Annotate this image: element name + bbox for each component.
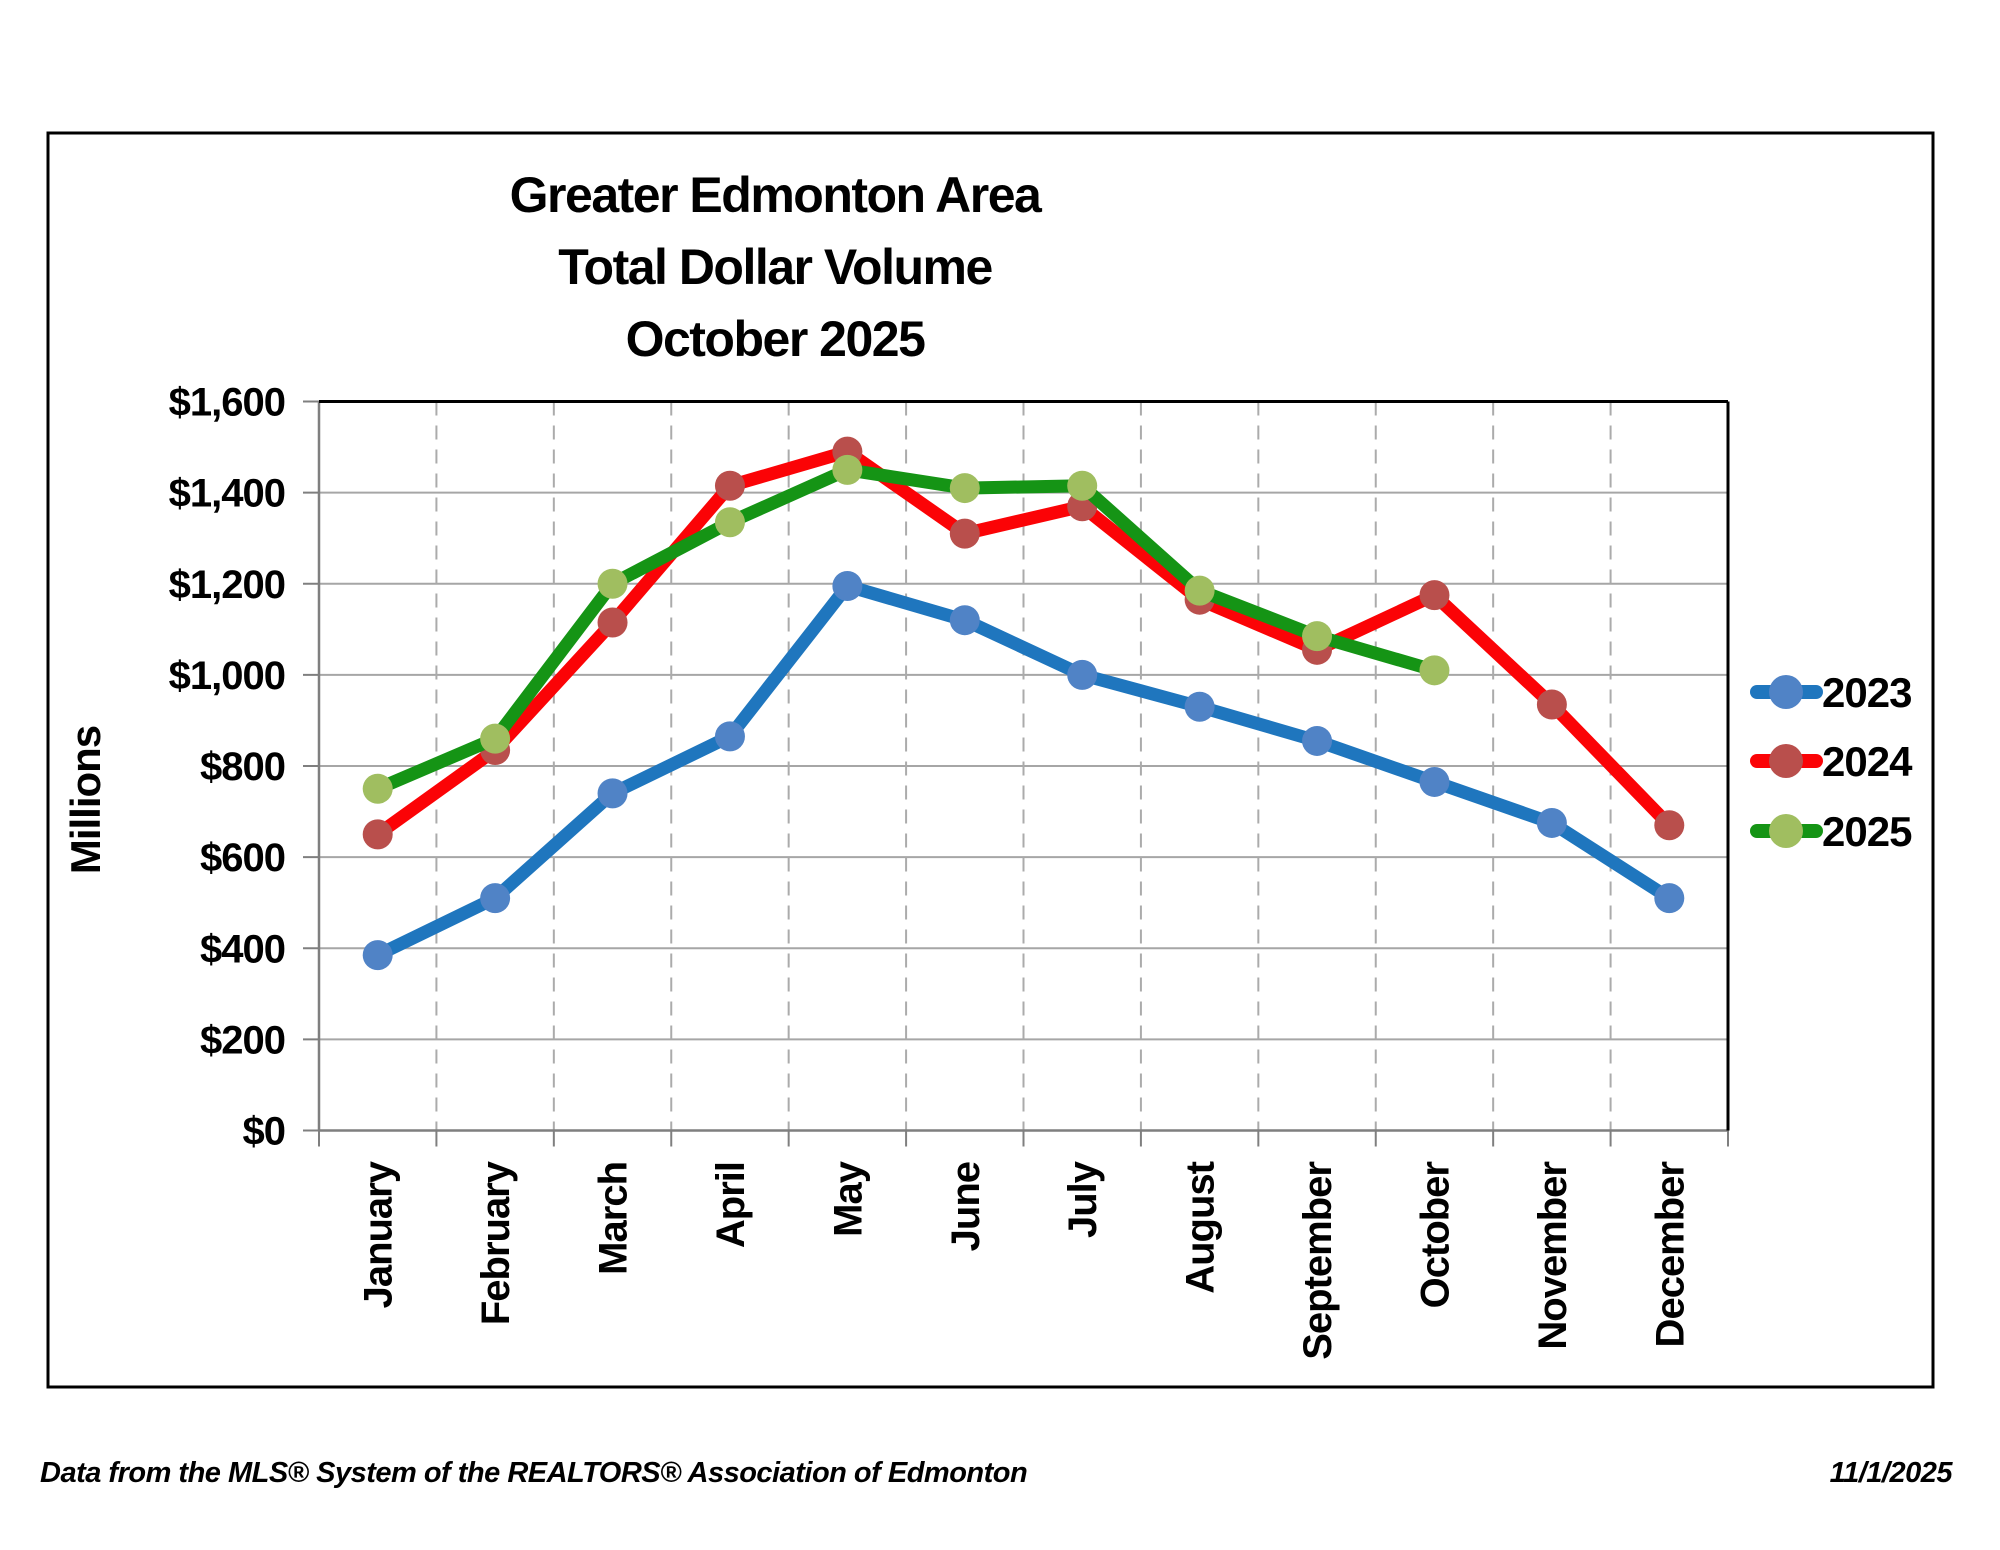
data-point-2024 (362, 819, 393, 850)
y-tick-label: $1,600 (169, 381, 285, 425)
legend-label-2024: 2024 (1822, 738, 1913, 785)
data-point-2025 (714, 507, 745, 538)
chart-title: Greater Edmonton Area Total Dollar Volum… (510, 167, 1045, 367)
data-point-2023 (480, 883, 511, 914)
data-point-2023 (1536, 807, 1567, 838)
data-point-2024 (1654, 810, 1685, 841)
y-tick-label: $1,000 (169, 654, 285, 698)
y-axis-labels: $1,600 $1,400 $1,200 $1,000 $800 $600 $400 $200… (169, 381, 286, 1154)
y-tick-label: $800 (200, 745, 285, 789)
x-category-label: August (1179, 1161, 1223, 1293)
series-line-2024 (371, 445, 1676, 841)
data-point-2023 (362, 940, 393, 971)
legend-item-2024: 2024 (1750, 738, 1914, 785)
series-line-2025 (371, 463, 1441, 796)
y-tick-label: $1,200 (169, 563, 285, 607)
data-point-2023 (1654, 883, 1685, 914)
x-axis-labels: January February March April May June July Augu… (357, 1160, 1693, 1360)
x-category-label: November (1531, 1162, 1575, 1350)
data-point-2024 (949, 518, 980, 549)
x-category-label: December (1648, 1162, 1692, 1348)
data-point-2025 (949, 473, 980, 504)
legend-marker-dot-2023 (1769, 675, 1803, 709)
data-point-2023 (1184, 691, 1215, 722)
data-point-2023 (1419, 766, 1450, 797)
legend-marker-dot-2024 (1769, 744, 1803, 778)
legend-label-2023: 2023 (1822, 669, 1911, 716)
x-category-label: June (944, 1162, 988, 1251)
y-tick-label: $0 (243, 1110, 286, 1154)
data-point-2025 (480, 723, 511, 754)
x-category-label: January (357, 1160, 401, 1308)
data-point-2024 (597, 607, 628, 638)
legend: 2023 2024 2025 (1750, 669, 1914, 855)
legend-marker-dot-2025 (1769, 814, 1803, 848)
data-point-2025 (362, 773, 393, 804)
data-point-2024 (1536, 689, 1567, 720)
data-point-2023 (949, 605, 980, 636)
data-point-2025 (1184, 575, 1215, 606)
y-axis-title: Millions (62, 726, 109, 874)
legend-item-2025: 2025 (1750, 808, 1913, 855)
axes (303, 400, 1730, 1147)
data-point-2025 (1419, 655, 1450, 686)
x-category-label: July (1061, 1160, 1105, 1238)
y-tick-label: $200 (200, 1018, 285, 1062)
legend-item-2023: 2023 (1750, 669, 1912, 716)
chart-title-line-2: Total Dollar Volume (558, 239, 992, 295)
data-point-2025 (1067, 470, 1098, 501)
data-point-2023 (1067, 659, 1098, 690)
data-point-2025 (1302, 621, 1333, 652)
x-category-label: May (826, 1160, 870, 1237)
x-category-label: February (474, 1160, 518, 1325)
y-tick-label: $400 (200, 927, 285, 971)
chart-title-line-3: October 2025 (626, 311, 926, 367)
x-category-label: September (1296, 1162, 1340, 1360)
y-tick-label: $600 (200, 836, 285, 880)
data-point-2025 (832, 454, 863, 485)
footer: Data from the MLS® System of the REALTOR… (40, 1457, 1954, 1489)
series-line-2023 (371, 579, 1676, 962)
x-category-label: April (709, 1162, 753, 1248)
series-lines (362, 436, 1685, 971)
data-point-2023 (832, 571, 863, 602)
x-category-label: October (1413, 1162, 1457, 1309)
footer-date: 11/1/2025 (1830, 1457, 1954, 1489)
data-point-2023 (714, 721, 745, 752)
data-point-2024 (714, 470, 745, 501)
legend-label-2025: 2025 (1822, 808, 1912, 855)
data-point-2023 (597, 778, 628, 809)
data-point-2024 (1419, 580, 1450, 611)
chart-border (46, 131, 1935, 1389)
y-tick-label: $1,400 (169, 472, 285, 516)
footer-source: Data from the MLS® System of the REALTOR… (40, 1457, 1027, 1489)
x-category-label: March (592, 1162, 636, 1275)
data-point-2025 (597, 568, 628, 599)
chart-title-line-1: Greater Edmonton Area (510, 167, 1043, 223)
data-point-2023 (1302, 725, 1333, 756)
